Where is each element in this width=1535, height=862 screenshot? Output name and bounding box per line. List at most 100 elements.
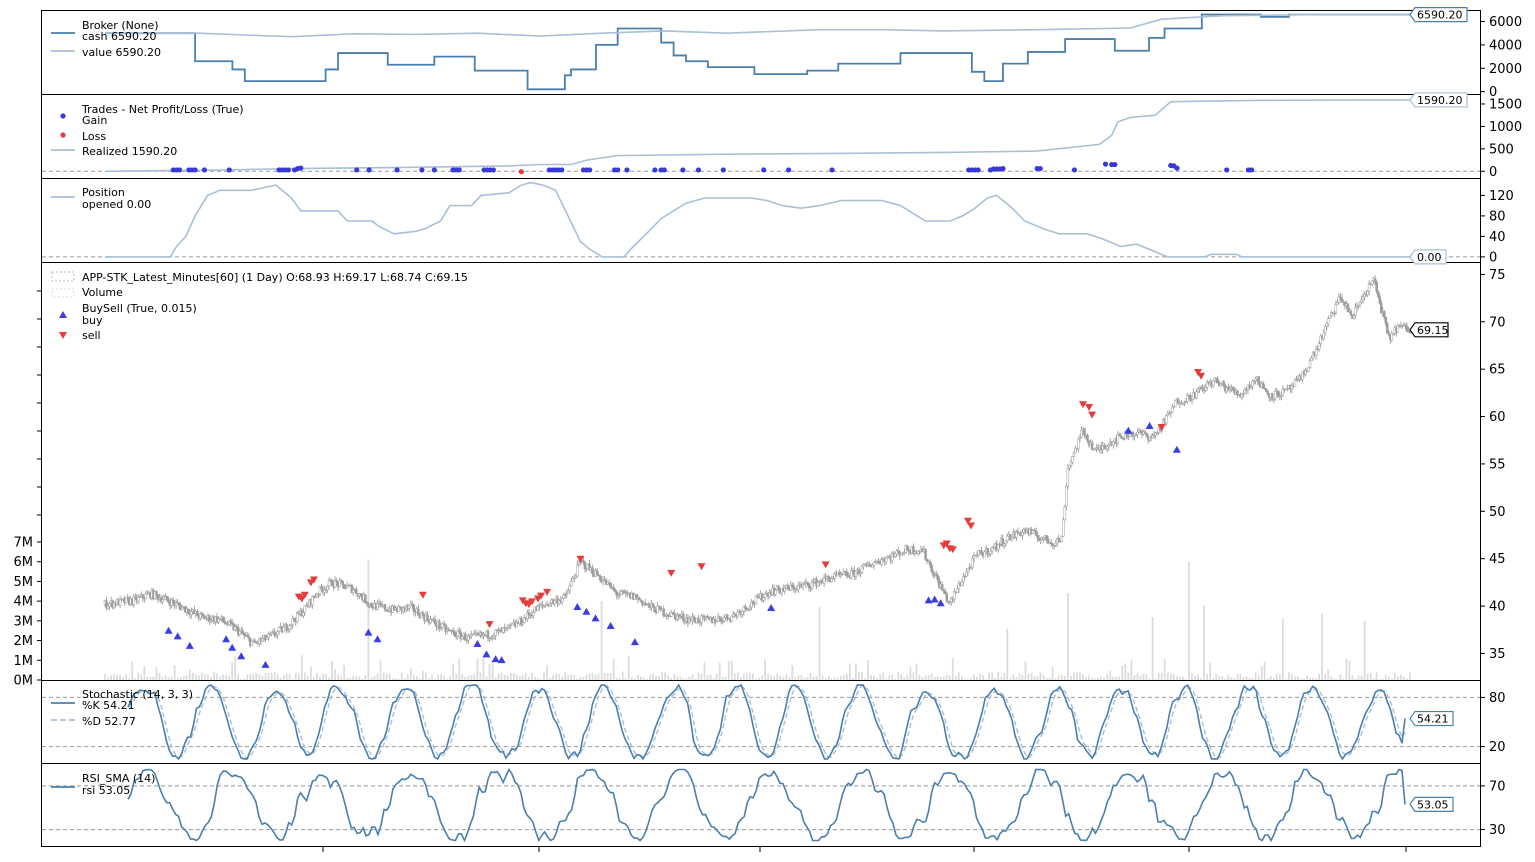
volume-bar — [1148, 678, 1151, 680]
volume-bar — [179, 677, 182, 680]
volume-bar — [1375, 672, 1378, 680]
volume-bar — [873, 675, 875, 680]
candle-body — [582, 560, 585, 563]
candle-body — [1266, 391, 1269, 395]
candle-body — [956, 588, 959, 593]
volume-bar — [1206, 674, 1209, 680]
candle-body — [1274, 391, 1277, 399]
candle-body — [1376, 291, 1380, 297]
volume-bar — [255, 672, 258, 680]
volume-bar — [116, 675, 119, 680]
volume-bar — [1094, 678, 1097, 680]
candle-body — [936, 575, 939, 580]
volume-bar — [497, 673, 500, 680]
candle-body — [1057, 538, 1061, 542]
volume-bar — [1327, 669, 1330, 680]
gain-marker — [298, 165, 304, 171]
buy-marker — [573, 603, 582, 611]
volume-bar — [406, 674, 409, 680]
candle-body — [1105, 446, 1109, 450]
volume-bar — [739, 677, 742, 680]
volume-bar — [128, 678, 131, 680]
volume-bar — [643, 677, 645, 680]
candle-body — [461, 636, 464, 640]
candle-body — [1286, 388, 1289, 390]
buy-marker — [767, 603, 776, 611]
candle-body — [595, 570, 599, 576]
volume-bar — [1091, 678, 1093, 680]
volume-bar — [912, 672, 915, 680]
candle-body — [205, 617, 208, 620]
candle-body — [1370, 280, 1374, 285]
candles — [103, 275, 1412, 648]
volume-bar — [1348, 660, 1351, 680]
broker-panel: 0 2000 4000 6000 6590.20 Broker (None)cash 65… — [51, 7, 1522, 100]
candle-body — [966, 567, 970, 573]
candle-body — [692, 616, 696, 621]
candle-body — [453, 631, 456, 637]
volume-bar — [176, 677, 179, 680]
buy-marker — [173, 632, 182, 640]
candle-body — [639, 599, 643, 602]
buy-marker — [1172, 445, 1181, 453]
volume-bar — [818, 607, 821, 680]
candle-body — [903, 552, 906, 554]
volume-bar — [276, 674, 279, 680]
candle-body — [1045, 535, 1048, 540]
volume-bar — [1097, 678, 1100, 680]
volume-bar — [742, 673, 745, 680]
candle-body — [236, 627, 240, 635]
candle-body — [444, 624, 447, 632]
candle-body — [291, 618, 294, 625]
volume-bar — [125, 674, 128, 680]
candle-body — [1387, 332, 1391, 335]
candle-body — [1134, 434, 1138, 436]
candle-body — [618, 593, 621, 596]
candle-body — [1301, 371, 1304, 380]
candle-body — [464, 633, 467, 641]
volume-bar — [509, 672, 512, 680]
volume-bar — [718, 662, 721, 680]
volume-bar — [204, 674, 206, 680]
candle-body — [616, 594, 620, 597]
candle-body — [289, 624, 293, 626]
candle-body — [732, 613, 735, 617]
position-last-value-box — [1409, 249, 1447, 265]
candle-body — [653, 606, 656, 613]
volume-bar — [933, 676, 936, 680]
candle-body — [1405, 325, 1409, 332]
volume-bar — [988, 672, 991, 680]
candle-body — [199, 613, 202, 619]
candle-body — [641, 600, 644, 606]
candle-body — [141, 594, 145, 599]
candle-body — [916, 550, 920, 554]
candle-body — [1121, 436, 1124, 439]
volume-bar — [782, 677, 785, 680]
volume-bar — [1021, 674, 1024, 680]
candle-body — [1172, 406, 1176, 408]
candle-body — [167, 599, 170, 603]
candle-body — [1270, 393, 1274, 400]
candle-body — [1010, 537, 1014, 541]
candle-body — [532, 612, 535, 617]
candle-body — [651, 603, 655, 608]
candle-body — [1328, 315, 1332, 320]
price-tick-label: 40 — [1489, 600, 1506, 615]
candle-body — [877, 560, 880, 564]
loss-legend-label: Loss — [82, 130, 106, 143]
volume-bar — [552, 674, 555, 680]
candle-body — [722, 617, 726, 622]
candle-body — [439, 627, 443, 629]
trades-tick-label: 0 — [1489, 165, 1497, 180]
candle-body — [261, 638, 264, 642]
candle-body — [1060, 536, 1064, 542]
candle-body — [1052, 545, 1056, 547]
volume-bar — [839, 675, 842, 680]
candle-body — [1263, 387, 1266, 390]
volume-bar — [1178, 676, 1181, 680]
gain-marker — [201, 167, 208, 173]
volume-bar — [570, 674, 573, 680]
gain-marker — [226, 167, 232, 173]
volume-bar — [706, 675, 709, 680]
candle-body — [1072, 453, 1076, 457]
